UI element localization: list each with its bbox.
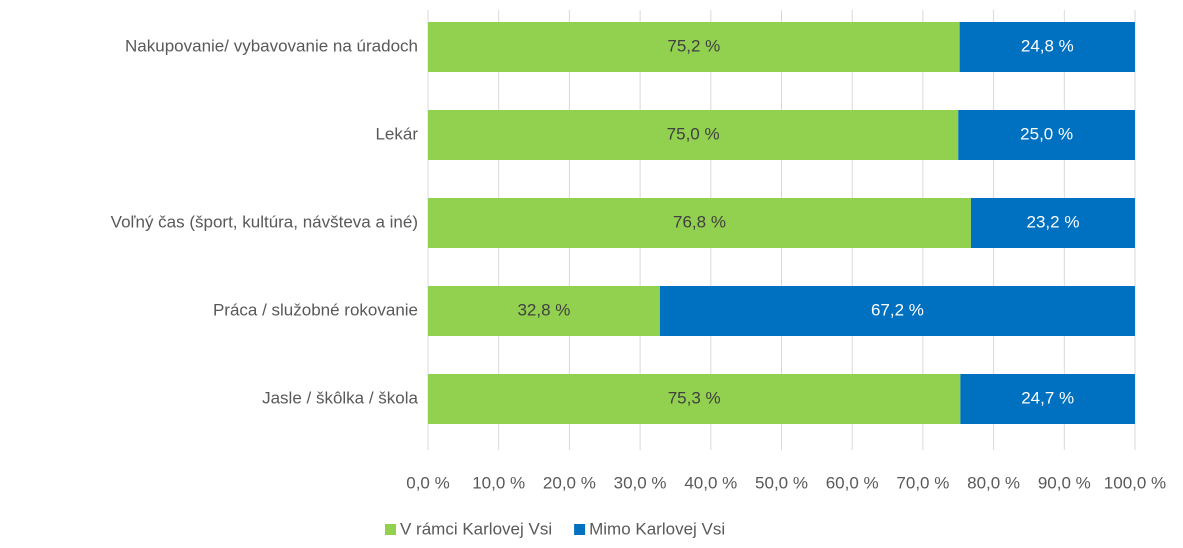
data-label: 23,2 % xyxy=(1027,212,1080,231)
data-label: 75,2 % xyxy=(667,36,720,55)
y-tick-label: Voľný čas (šport, kultúra, návšteva a in… xyxy=(111,212,418,231)
data-label: 67,2 % xyxy=(871,300,924,319)
x-tick-label: 30,0 % xyxy=(614,473,667,492)
data-label: 32,8 % xyxy=(517,300,570,319)
x-tick-label: 90,0 % xyxy=(1038,473,1091,492)
x-tick-label: 100,0 % xyxy=(1104,473,1166,492)
x-tick-label: 50,0 % xyxy=(755,473,808,492)
bar-segment xyxy=(959,22,1135,72)
bar-segment xyxy=(958,110,1135,160)
x-tick-label: 40,0 % xyxy=(684,473,737,492)
y-tick-label: Lekár xyxy=(375,124,418,143)
bar-segment xyxy=(659,286,1135,336)
legend-label: V rámci Karlovej Vsi xyxy=(400,519,552,538)
bar-segment xyxy=(428,374,961,424)
y-tick-label: Nakupovanie/ vybavovanie na úradoch xyxy=(125,36,418,55)
data-label: 25,0 % xyxy=(1020,124,1073,143)
data-label: 76,8 % xyxy=(673,212,726,231)
bar-segment xyxy=(428,22,960,72)
bar-segment xyxy=(428,198,971,248)
x-tick-label: 70,0 % xyxy=(896,473,949,492)
data-label: 75,3 % xyxy=(668,388,721,407)
legend-swatch xyxy=(385,524,396,535)
x-tick-label: 60,0 % xyxy=(826,473,879,492)
data-label: 24,8 % xyxy=(1021,36,1074,55)
data-label: 75,0 % xyxy=(667,124,720,143)
legend-label: Mimo Karlovej Vsi xyxy=(589,519,725,538)
data-label: 24,7 % xyxy=(1021,388,1074,407)
bar-segment xyxy=(428,110,959,160)
bar-segment xyxy=(970,198,1135,248)
bar-segment xyxy=(960,374,1135,424)
x-tick-label: 20,0 % xyxy=(543,473,596,492)
y-tick-label: Jasle / škôlka / škola xyxy=(262,388,418,407)
x-tick-label: 10,0 % xyxy=(472,473,525,492)
x-tick-label: 80,0 % xyxy=(967,473,1020,492)
legend-swatch xyxy=(574,524,586,535)
y-tick-label: Práca / služobné rokovanie xyxy=(213,300,418,319)
x-tick-label: 0,0 % xyxy=(406,473,449,492)
bar-segment xyxy=(428,286,660,336)
